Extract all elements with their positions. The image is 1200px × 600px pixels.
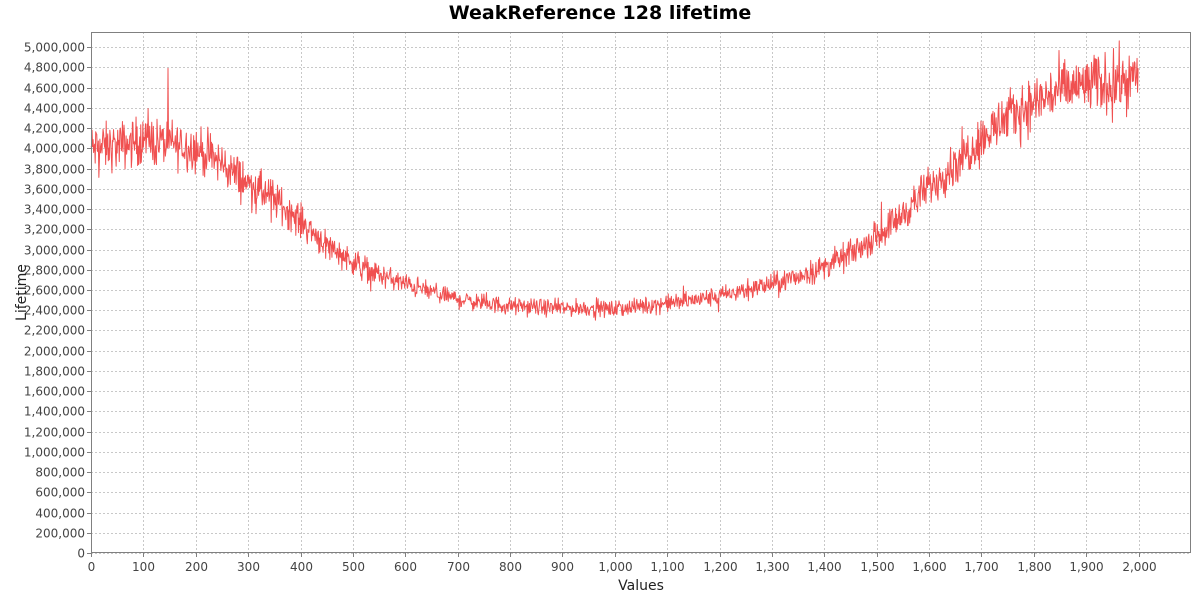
x-tick-label: 800 [499,560,522,574]
y-tick-label: 600,000 [35,486,85,500]
x-tick-label: 100 [132,560,155,574]
x-tick-label: 900 [551,560,574,574]
y-tick-label: 2,600,000 [24,284,85,298]
x-tick-label: 300 [237,560,260,574]
y-tick-label: 2,800,000 [24,264,85,278]
series-line [90,40,1139,321]
x-tick-label: 1,400 [807,560,841,574]
y-tick-label: 1,200,000 [24,426,85,440]
y-tick-label: 4,600,000 [24,82,85,96]
y-tick-label: 200,000 [35,527,85,541]
y-tick-label: 400,000 [35,507,85,521]
x-tick-label: 1,800 [1017,560,1051,574]
plot-border [91,32,1191,553]
y-tick-label: 5,000,000 [24,41,85,55]
y-tick-label: 1,800,000 [24,365,85,379]
y-tick-label: 2,200,000 [24,324,85,338]
grid-lines [91,32,1191,554]
x-axis: 0 100 200 300 400 500 600 700 800 900 1,000 1,100 1,… [88,553,1157,574]
y-tick-label: 3,400,000 [24,203,85,217]
x-tick-label: 1,200 [703,560,737,574]
y-tick-label: 800,000 [35,466,85,480]
y-tick-label: 4,200,000 [24,122,85,136]
y-tick-label: 3,600,000 [24,183,85,197]
x-tick-label: 0 [88,560,96,574]
y-axis-label: Lifetime [14,264,30,321]
x-tick-label: 1,900 [1069,560,1103,574]
x-tick-label: 600 [394,560,417,574]
y-axis: 0 200,000 400,000 600,000 800,000 1,000,000 1,… [24,41,91,561]
x-tick-label: 200 [185,560,208,574]
y-tick-label: 2,400,000 [24,304,85,318]
y-tick-label: 4,800,000 [24,61,85,75]
y-tick-label: 3,800,000 [24,163,85,177]
x-tick-label: 1,500 [860,560,894,574]
y-tick-label: 3,000,000 [24,244,85,258]
x-tick-label: 1,700 [964,560,998,574]
y-tick-label: 1,600,000 [24,385,85,399]
x-tick-label: 500 [342,560,365,574]
x-tick-label: 700 [447,560,470,574]
y-tick-label: 1,400,000 [24,405,85,419]
y-tick-label: 4,000,000 [24,142,85,156]
y-tick-label: 4,400,000 [24,102,85,116]
x-tick-label: 1,300 [755,560,789,574]
series-layer [90,40,1139,321]
y-tick-label: 0 [77,547,85,561]
y-tick-label: 2,000,000 [24,345,85,359]
x-tick-label: 1,000 [598,560,632,574]
y-tick-label: 3,200,000 [24,223,85,237]
y-tick-label: 1,000,000 [24,446,85,460]
x-axis-label: Values [618,578,664,594]
x-tick-label: 1,100 [650,560,684,574]
chart-title: WeakReference 128 lifetime [448,2,752,24]
x-tick-label: 400 [290,560,313,574]
x-tick-label: 1,600 [912,560,946,574]
x-tick-label: 2,000 [1122,560,1156,574]
